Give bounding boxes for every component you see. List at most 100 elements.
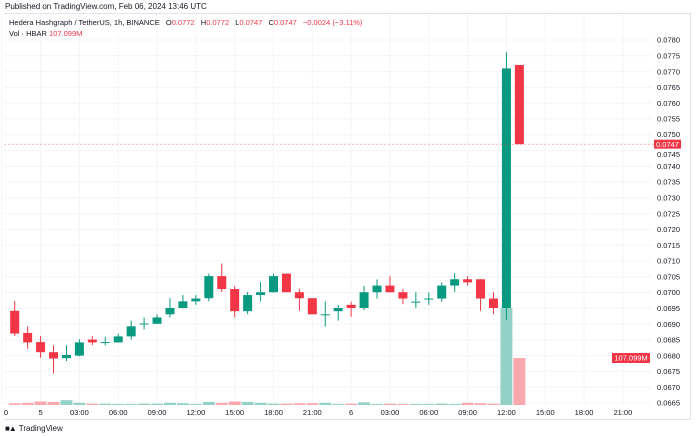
last-price-badge (654, 139, 681, 149)
volume-bars (8, 308, 526, 405)
last-volume-label: 107.099M (614, 354, 647, 363)
x-tick-label: 12:00 (497, 408, 516, 417)
volume-bar (138, 403, 151, 405)
candle-body (463, 279, 473, 283)
volume-title[interactable]: Vol · HBAR (9, 29, 47, 38)
footer: ■▲ TradingView (5, 424, 63, 433)
volume-bar (345, 403, 358, 405)
footer-brand[interactable]: TradingView (18, 424, 63, 433)
x-tick-label: 21:00 (303, 408, 322, 417)
candle-body (100, 342, 110, 344)
candle-body (74, 342, 84, 356)
candle-body (346, 304, 356, 308)
legend-volume-row: Vol · HBAR 107.099M (9, 28, 362, 39)
x-tick-label: 12:00 (186, 408, 205, 417)
x-tick-label: 6 (349, 408, 353, 417)
candle-body (126, 326, 136, 337)
x-tick-label: 09:00 (148, 408, 167, 417)
candle-body (152, 317, 162, 324)
x-tick-label: 09:00 (458, 408, 477, 417)
candle-body (359, 292, 369, 308)
candle-body (411, 301, 421, 303)
volume-bar (215, 402, 228, 405)
price-axis: 0.0780 0.0775 0.0770 0.0765 0.0760 0.0755 0.07… (657, 36, 680, 408)
volume-bar (21, 402, 34, 405)
y-tick-label: 0.0710 (657, 257, 680, 266)
volume-bar (500, 308, 513, 405)
volume-bar (73, 402, 86, 405)
y-tick-label: 0.0775 (657, 51, 680, 60)
candle-body (398, 292, 408, 299)
candle-body (488, 298, 498, 308)
candle-body (320, 314, 330, 316)
y-tick-label: 0.0670 (657, 383, 680, 392)
x-tick-label: 03:00 (70, 408, 89, 417)
open-value: 0.0772 (171, 18, 195, 27)
volume-bar (47, 401, 60, 405)
candle-body (243, 295, 253, 312)
y-tick-label: 0.0765 (657, 83, 680, 92)
candle-body (269, 276, 278, 293)
x-tick-label: 21:00 (613, 408, 632, 417)
candle-body (23, 332, 33, 343)
candle-body (139, 323, 149, 325)
volume-bar (86, 403, 99, 405)
volume-bar (461, 402, 474, 405)
high-value: 0.0772 (206, 18, 230, 27)
volume-bar (332, 404, 345, 405)
time-axis: 0 5 03:00 06:00 09:00 12:00 15:00 18:00 21:00 6 03… (4, 408, 632, 417)
candles (10, 52, 524, 374)
tradingview-logo-icon[interactable]: ■▲ (5, 424, 17, 433)
volume-bar (241, 401, 254, 405)
candle-body (385, 285, 395, 293)
y-tick-label: 0.0705 (657, 272, 680, 281)
candle-body (217, 276, 227, 290)
candle-body (204, 276, 214, 299)
candle-body (256, 292, 266, 296)
x-tick-label: 0 (4, 408, 8, 417)
candle-body (191, 298, 201, 302)
volume-bar (293, 403, 306, 405)
x-tick-label: 06:00 (419, 408, 438, 417)
last-price-label: 0.0747 (656, 140, 679, 149)
x-tick-label: 06:00 (109, 408, 128, 417)
volume-bar (306, 403, 319, 405)
volume-bar (267, 403, 280, 405)
y-tick-label: 0.0730 (657, 194, 680, 203)
candle-body (178, 301, 188, 308)
y-tick-label: 0.0770 (657, 67, 680, 76)
volume-bar (8, 403, 21, 405)
volume-bar (383, 403, 396, 405)
candle-body (372, 285, 382, 293)
volume-bar (513, 358, 526, 405)
y-tick-label: 0.0720 (657, 225, 680, 234)
y-tick-label: 0.0700 (657, 288, 680, 297)
x-tick-label: 03:00 (381, 408, 400, 417)
volume-bar (422, 404, 435, 405)
close-value: 0.0747 (273, 18, 297, 27)
volume-bar (396, 404, 409, 405)
volume-bar (164, 402, 176, 405)
y-tick-label: 0.0735 (657, 178, 680, 187)
y-tick-label: 0.0725 (657, 209, 680, 218)
volume-bar (60, 400, 73, 405)
candle-body (281, 273, 291, 293)
y-tick-label: 0.0740 (657, 162, 680, 171)
volume-bar (435, 403, 448, 405)
y-tick-label: 0.0695 (657, 304, 680, 313)
volume-bar (280, 403, 293, 405)
candle-body (333, 307, 343, 312)
symbol-title[interactable]: Hedera Hashgraph / TetherUS, 1h, BINANCE (9, 18, 160, 27)
candle-body (514, 64, 524, 145)
legend-price-row: Hedera Hashgraph / TetherUS, 1h, BINANCE… (9, 18, 363, 27)
volume-bar (151, 403, 164, 405)
candle-body (437, 285, 447, 299)
volume-bar (254, 402, 267, 405)
y-tick-label: 0.0755 (657, 115, 680, 124)
candle-body (87, 339, 97, 343)
candle-body (36, 342, 46, 353)
candle-body (230, 289, 240, 312)
volume-bar (474, 403, 487, 405)
volume-bar (176, 403, 189, 405)
